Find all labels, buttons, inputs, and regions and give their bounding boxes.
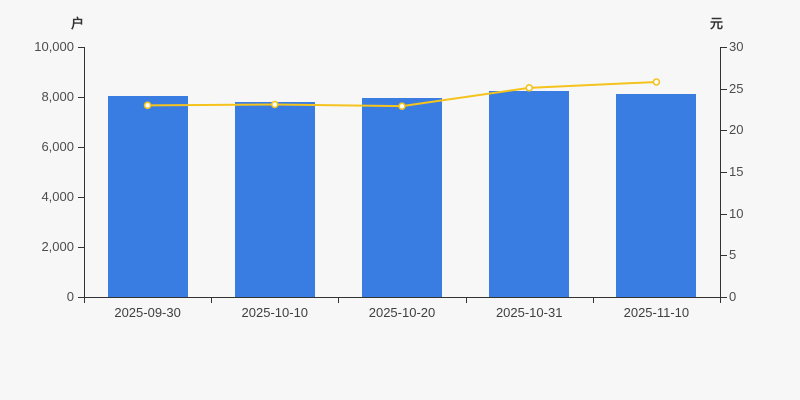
x-axis-tick-mark <box>592 298 594 303</box>
right-axis-tick-mark <box>721 88 727 90</box>
left-axis-tick-mark <box>78 247 84 248</box>
bar-2025-11-10[interactable] <box>616 93 697 297</box>
x-axis-tick-mark <box>338 298 340 303</box>
right-axis-tick-label: 10 <box>729 205 744 221</box>
x-axis-category-label: 2025-10-31 <box>495 305 563 320</box>
x-axis-tick-mark <box>84 298 85 303</box>
x-axis-tick-mark <box>465 298 467 303</box>
line-marker-2025-11-10[interactable] <box>652 78 661 86</box>
x-axis-tick-mark <box>211 298 213 303</box>
right-axis-tick-label: 0 <box>729 289 737 304</box>
left-axis-tick-label: 0 <box>66 289 74 304</box>
bar-2025-10-20[interactable] <box>362 98 442 297</box>
right-axis-tick-mark <box>721 213 727 215</box>
right-axis-tick-mark <box>721 255 727 257</box>
left-axis-line <box>84 47 85 298</box>
bar-2025-10-31[interactable] <box>489 90 570 297</box>
left-axis-tick-label: 6,000 <box>41 139 74 154</box>
x-axis-tick-mark <box>720 298 721 303</box>
right-axis-tick-label: 20 <box>729 122 744 138</box>
left-axis-tick-label: 2,000 <box>41 239 74 254</box>
right-axis-unit-label: 元 <box>710 16 724 31</box>
bar-2025-10-10[interactable] <box>234 102 315 297</box>
left-axis-tick-mark <box>78 97 84 98</box>
right-axis-tick-label: 30 <box>729 39 744 54</box>
x-axis-category-label: 2025-10-20 <box>368 305 436 320</box>
right-axis-tick-mark <box>721 130 727 132</box>
left-axis-tick-mark <box>78 297 84 298</box>
right-axis-tick-mark <box>721 47 727 48</box>
line-marker-2025-10-31[interactable] <box>525 84 534 92</box>
line-marker-2025-10-10[interactable] <box>270 100 279 109</box>
right-axis-tick-mark <box>721 172 727 173</box>
right-axis-tick-mark <box>721 297 727 298</box>
left-axis-tick-label: 8,000 <box>41 89 74 104</box>
right-axis-tick-label: 15 <box>729 164 744 179</box>
right-axis-line <box>720 47 721 298</box>
left-axis-unit-label: 户 <box>70 16 84 31</box>
x-axis-category-label: 2025-09-30 <box>114 305 181 320</box>
bar-2025-09-30[interactable] <box>107 95 188 297</box>
right-axis-tick-label: 25 <box>729 80 744 96</box>
left-axis-tick-label: 10,000 <box>34 39 74 54</box>
left-axis-tick-label: 4,000 <box>41 189 74 204</box>
left-axis-tick-mark <box>78 147 84 148</box>
line-marker-2025-10-20[interactable] <box>398 102 406 110</box>
right-axis-tick-label: 5 <box>729 247 737 263</box>
x-axis-line <box>84 297 721 298</box>
left-axis-tick-mark <box>78 47 84 48</box>
left-axis-tick-mark <box>78 197 84 198</box>
x-axis-category-label: 2025-11-10 <box>623 305 690 320</box>
x-axis-category-label: 2025-10-10 <box>241 305 309 320</box>
line-marker-2025-09-30[interactable] <box>143 101 152 110</box>
